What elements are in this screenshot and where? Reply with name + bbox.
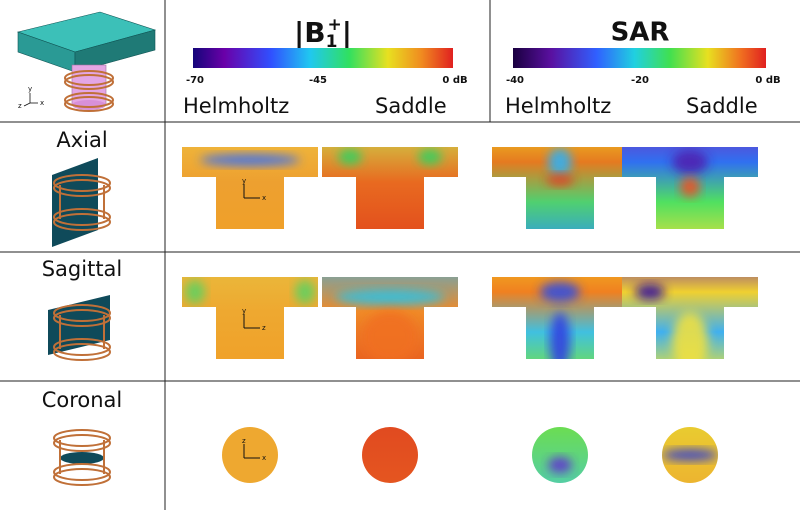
- slice-icon: [53, 429, 111, 486]
- axis-letter: x: [262, 194, 266, 202]
- scale-label: 0 dB: [442, 75, 467, 86]
- column-label: Saddle: [686, 94, 758, 118]
- field-map: [662, 427, 718, 483]
- slice-icon: [48, 295, 111, 361]
- field-map: [362, 427, 418, 483]
- coil: [53, 429, 111, 486]
- field-map: [322, 277, 458, 359]
- scale-label: -45: [309, 75, 327, 86]
- title-part: B: [304, 16, 325, 49]
- model-icon: z y x: [16, 11, 157, 112]
- row-label: Sagittal: [42, 257, 123, 281]
- field-map: [532, 427, 588, 483]
- title-part: +: [327, 15, 341, 35]
- slice-plane: [52, 158, 98, 247]
- field-map: [182, 147, 318, 229]
- field-map: [222, 427, 278, 483]
- colorbar: [193, 48, 453, 68]
- column-label: Helmholtz: [183, 94, 289, 118]
- axis-letter: x: [40, 99, 44, 107]
- title-part: 1: [326, 32, 338, 52]
- maps: y x y z z x: [182, 147, 758, 483]
- axis-letter: x: [262, 454, 266, 462]
- axis-letter: z: [242, 437, 246, 445]
- column-label: Helmholtz: [505, 94, 611, 118]
- axis-inset: [243, 314, 260, 329]
- row-label: Coronal: [42, 388, 123, 412]
- colorbar: [513, 48, 766, 68]
- field-map: [622, 277, 758, 359]
- field-map: [622, 147, 758, 229]
- coil: [53, 174, 111, 231]
- scale-label: -40: [506, 75, 524, 86]
- b1-title: |B1+|: [294, 15, 352, 52]
- axis-letter: z: [262, 324, 266, 332]
- coil: [53, 304, 111, 361]
- scale-label: -70: [186, 75, 204, 86]
- axis-letter: y: [28, 85, 32, 93]
- scale-label: -20: [631, 75, 649, 86]
- slice-icon: [52, 158, 111, 247]
- row-label: Axial: [56, 128, 107, 152]
- column-label: Saddle: [375, 94, 447, 118]
- axis-letter: z: [18, 102, 22, 110]
- field-map: [492, 277, 628, 359]
- axis-inset: [243, 184, 260, 199]
- field-map: [492, 147, 628, 229]
- field-map: [322, 147, 458, 229]
- title-part: |: [294, 16, 304, 49]
- title-part: |: [342, 16, 352, 49]
- axis-inset: [243, 444, 260, 459]
- field-map: [182, 277, 318, 359]
- scale-label: 0 dB: [755, 75, 780, 86]
- sar-title: SAR: [611, 18, 670, 48]
- slice-plane: [60, 452, 104, 464]
- axis-letter: y: [242, 177, 246, 185]
- axis-letter: y: [242, 307, 246, 315]
